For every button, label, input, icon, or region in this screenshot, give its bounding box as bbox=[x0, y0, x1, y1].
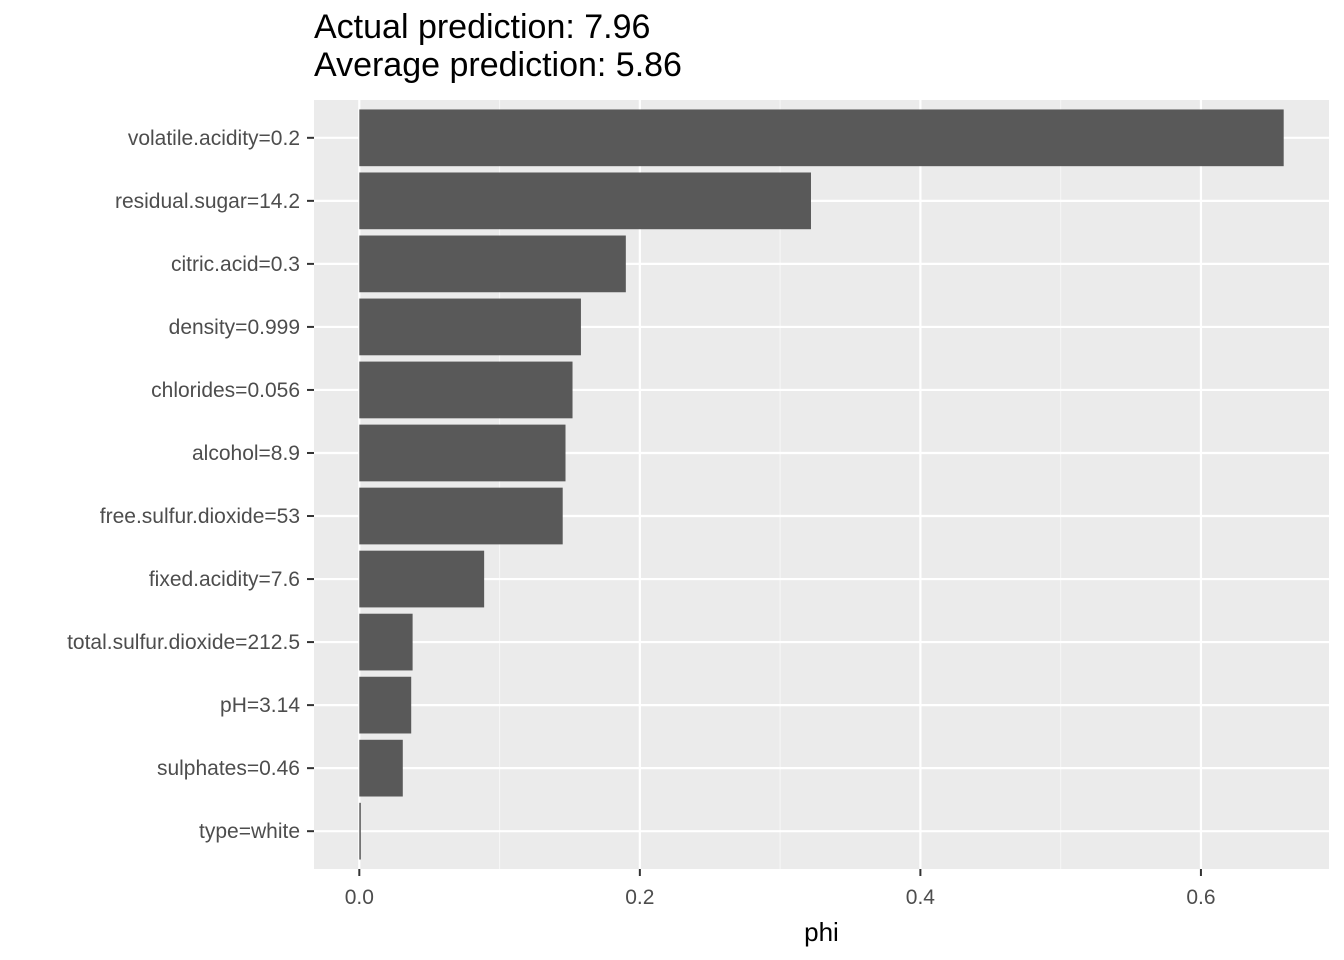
y-tick-label: fixed.acidity=7.6 bbox=[149, 568, 300, 591]
title-line-average: Average prediction: 5.86 bbox=[314, 46, 682, 84]
y-tick-label: type=white bbox=[199, 820, 300, 843]
bars bbox=[359, 109, 1284, 860]
bar bbox=[359, 172, 811, 230]
bar bbox=[359, 298, 581, 356]
y-tick-label: volatile.acidity=0.2 bbox=[128, 127, 300, 150]
y-tick-label: alcohol=8.9 bbox=[192, 442, 300, 465]
bar bbox=[359, 613, 413, 671]
y-tick-label: free.sulfur.dioxide=53 bbox=[100, 505, 300, 528]
x-tick-label: 0.4 bbox=[906, 886, 936, 909]
bar bbox=[359, 424, 566, 482]
bar bbox=[359, 550, 485, 608]
bar bbox=[359, 487, 563, 545]
y-tick-label: residual.sugar=14.2 bbox=[115, 190, 300, 213]
y-tick-label: citric.acid=0.3 bbox=[171, 253, 300, 276]
bar bbox=[359, 361, 573, 419]
bar bbox=[359, 109, 1284, 167]
bar bbox=[359, 739, 403, 797]
y-axis: volatile.acidity=0.2 residual.sugar=14.2 c… bbox=[67, 127, 314, 843]
y-tick-label: chlorides=0.056 bbox=[151, 379, 300, 402]
x-tick-label: 0.0 bbox=[345, 886, 374, 909]
bar bbox=[359, 676, 412, 734]
x-tick-label: 0.2 bbox=[625, 886, 654, 909]
y-tick-label: pH=3.14 bbox=[220, 694, 300, 717]
title-line-actual: Actual prediction: 7.96 bbox=[314, 8, 651, 46]
y-tick-label: density=0.999 bbox=[169, 316, 300, 339]
x-tick-label: 0.6 bbox=[1186, 886, 1215, 909]
bar bbox=[359, 802, 361, 860]
x-axis: 0.0 0.2 0.4 0.6 bbox=[345, 869, 1216, 909]
y-tick-label: sulphates=0.46 bbox=[157, 757, 300, 780]
chart-title: Actual prediction: 7.96 Average predicti… bbox=[314, 8, 682, 84]
x-axis-title: phi bbox=[804, 917, 839, 947]
bar bbox=[359, 235, 626, 293]
y-tick-label: total.sulfur.dioxide=212.5 bbox=[67, 631, 300, 654]
